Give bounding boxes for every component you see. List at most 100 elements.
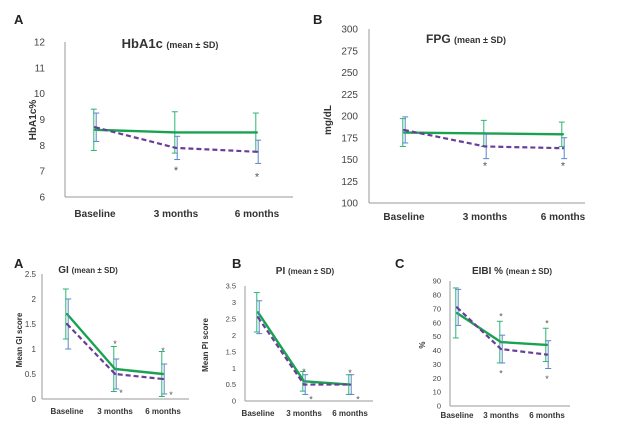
y-tick-label: 2.5	[226, 314, 236, 323]
error-bar	[348, 374, 355, 395]
y-tick-label: 20	[433, 374, 441, 383]
chart-title: GI (mean ± SD)	[58, 265, 118, 276]
significance-marker: *	[309, 394, 313, 404]
data-point	[402, 131, 406, 134]
data-point	[545, 343, 549, 346]
significance-marker: *	[545, 319, 549, 329]
y-tick-label: 9	[39, 115, 45, 126]
y-tick-label: 60	[433, 318, 441, 327]
y-tick-label: 175	[341, 133, 358, 144]
x-category-label: 6 months	[145, 407, 181, 416]
y-tick-label: 0	[437, 402, 441, 411]
y-tick-label: 1	[32, 345, 37, 354]
y-tick-label: 2	[232, 331, 236, 340]
y-tick-label: 11	[35, 63, 46, 74]
x-category-label: 3 months	[463, 212, 508, 223]
x-category-label: Baseline	[441, 411, 474, 420]
error-bar	[452, 287, 459, 339]
data-point	[174, 146, 178, 150]
y-tick-label: 225	[341, 90, 358, 101]
data-point	[93, 128, 97, 131]
data-point	[302, 380, 306, 383]
y-tick-label: 200	[341, 112, 358, 123]
data-point	[255, 131, 259, 134]
y-tick-label: 50	[433, 332, 441, 341]
data-point	[256, 316, 260, 319]
error-bar	[545, 340, 552, 369]
data-point	[65, 322, 69, 326]
data-point	[302, 383, 306, 386]
y-axis-label: Mean PI score	[201, 318, 210, 372]
panel-label: B	[313, 12, 322, 27]
y-tick-label: 8	[39, 141, 45, 152]
significance-marker: *	[561, 161, 566, 173]
y-tick-label: 2.5	[25, 270, 37, 279]
data-point	[483, 145, 487, 148]
x-category-label: Baseline	[51, 407, 84, 416]
data-point	[93, 126, 97, 129]
data-point	[113, 367, 117, 371]
y-tick-label: 3.5	[226, 282, 236, 291]
data-point	[499, 347, 503, 351]
x-category-label: Baseline	[74, 209, 116, 220]
x-category-label: 3 months	[154, 209, 199, 220]
chart-panel-fpg: B FPG (mean ± SD) mg/dL 100 125 150 175 200 225 2…	[313, 12, 586, 223]
x-category-label: 6 months	[332, 409, 368, 418]
y-tick-label: 10	[34, 89, 46, 100]
y-tick-label: 0.5	[25, 370, 37, 379]
y-tick-label: 40	[433, 346, 441, 355]
significance-marker: *	[356, 394, 360, 404]
y-tick-label: 1.5	[25, 320, 37, 329]
y-tick-label: 0.5	[226, 380, 236, 389]
x-category-label: 6 months	[529, 411, 565, 420]
error-bar	[561, 137, 568, 160]
y-axis-label: %	[418, 341, 427, 348]
error-bar	[90, 108, 97, 151]
data-point	[499, 341, 503, 344]
significance-marker: *	[302, 367, 306, 377]
y-tick-label: 12	[34, 38, 46, 49]
error-bar	[161, 363, 168, 395]
significance-marker: *	[255, 171, 260, 183]
chart-panel-hba1c: A HbA1c (mean ± SD) HbA1c% 6 7 8 9 10 11 12 Baseli…	[14, 12, 293, 220]
x-category-label: 6 months	[235, 209, 280, 220]
chart-panel-gi: A GI (mean ± SD) Mean GI score 0 0.5 1 1.5 2 2.5…	[14, 256, 189, 416]
data-point	[113, 372, 117, 376]
chart-title: PI (mean ± SD)	[276, 266, 335, 277]
chart-panel-pi: B PI (mean ± SD) Mean PI score 0 0.5 1 1.5 2 2.5…	[201, 256, 373, 418]
y-tick-label: 7	[39, 167, 45, 178]
data-point	[545, 353, 549, 356]
data-point	[455, 311, 459, 315]
y-tick-label: 250	[341, 68, 358, 79]
y-tick-label: 1	[232, 364, 236, 373]
error-bar	[499, 334, 506, 364]
data-point	[455, 306, 459, 309]
chart-title: HbA1c (mean ± SD)	[122, 36, 219, 51]
y-tick-label: 1.5	[226, 347, 236, 356]
y-tick-label: 3	[232, 298, 236, 307]
y-tick-label: 150	[341, 155, 358, 166]
data-point	[255, 150, 259, 153]
y-axis-label: HbA1c%	[28, 100, 39, 141]
data-point	[348, 383, 352, 386]
data-point	[561, 133, 565, 136]
panel-label: C	[395, 256, 405, 271]
x-category-label: Baseline	[242, 409, 275, 418]
chart-panel-eibi: C EIBI % (mean ± SD)% 0 10 20 30 40 50 60 70 80 90 B…	[395, 256, 570, 420]
data-point	[174, 131, 178, 134]
y-tick-label: 80	[433, 291, 441, 300]
y-tick-label: 6	[39, 193, 45, 204]
y-tick-label: 90	[433, 277, 441, 286]
panel-label: A	[14, 12, 24, 27]
data-point	[561, 147, 565, 150]
significance-marker: *	[169, 390, 173, 400]
y-tick-label: 275	[341, 46, 358, 57]
significance-marker: *	[161, 346, 165, 356]
data-point	[161, 372, 165, 376]
data-point	[402, 128, 406, 132]
chart-title: FPG (mean ± SD)	[426, 32, 506, 46]
y-tick-label: 100	[341, 199, 358, 210]
significance-marker: *	[545, 374, 549, 384]
significance-marker: *	[113, 339, 117, 349]
error-bar	[255, 139, 262, 164]
